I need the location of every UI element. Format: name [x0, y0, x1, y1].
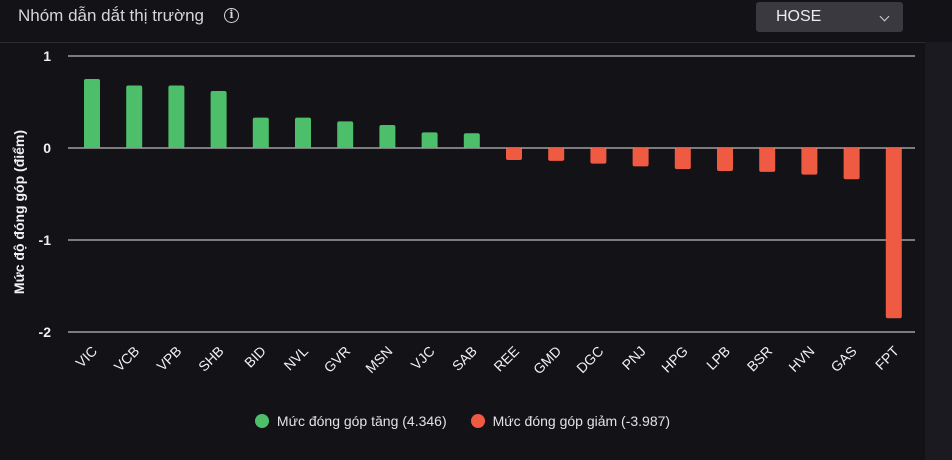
chart-legend: Mức đóng góp tăng (4.346) Mức đóng góp g…: [0, 413, 925, 429]
chevron-down-icon: [879, 11, 890, 22]
x-tick-label: MSN: [362, 343, 395, 376]
bar-vpb[interactable]: [168, 85, 185, 148]
bar-nvl[interactable]: [295, 117, 311, 148]
bar-vcb[interactable]: [126, 85, 143, 148]
x-axis-ticks: VIC VCB VPB SHB BID NVL GVR MSN VJC SAB REE GMD DGC P…: [72, 342, 902, 377]
x-tick-label: VIC: [72, 343, 100, 371]
legend-dot-positive: [254, 414, 269, 428]
bar-dgc[interactable]: [590, 148, 607, 164]
x-tick-label: BSR: [744, 343, 776, 375]
bar-shb[interactable]: [210, 90, 227, 148]
bar-fpt[interactable]: [885, 148, 902, 319]
x-tick-label: GAS: [827, 343, 859, 375]
bar-hvn[interactable]: [801, 148, 818, 175]
x-tick-label: FPT: [872, 342, 902, 372]
grid-lines: [68, 55, 915, 333]
x-tick-label: GMD: [530, 343, 564, 377]
x-tick-label: NVL: [281, 343, 312, 374]
bar-gas[interactable]: [843, 148, 860, 180]
chart-title: Nhóm dẫn dắt thị trường: [18, 6, 205, 25]
x-tick-label: VPB: [153, 343, 184, 374]
legend-dot-negative: [470, 414, 485, 428]
bar-sab[interactable]: [463, 133, 480, 148]
x-tick-label: LPB: [703, 343, 733, 373]
bar-gvr[interactable]: [337, 121, 354, 148]
x-tick-label: VJC: [408, 343, 438, 373]
x-tick-label: GVR: [321, 343, 354, 376]
bar-gmd[interactable]: [548, 148, 565, 161]
bar-hpg[interactable]: [674, 148, 691, 170]
chart-header: Nhóm dẫn dắt thị trường i HOSE: [0, 0, 952, 43]
bar-bid[interactable]: [252, 117, 269, 148]
bar-ree[interactable]: [506, 148, 522, 160]
x-tick-label: BID: [241, 343, 269, 371]
y-axis-ticks: 1 0 -1 -2: [39, 48, 52, 340]
x-tick-label: DGC: [573, 343, 606, 376]
exchange-select-value: HOSE: [776, 8, 822, 25]
y-tick-label: 0: [43, 140, 51, 156]
x-tick-label: SHB: [195, 343, 227, 375]
y-tick-label: -2: [39, 324, 52, 340]
scrollbar-track[interactable]: [925, 42, 952, 460]
legend-item-positive[interactable]: Mức đóng góp tăng (4.346): [254, 413, 447, 429]
bar-bsr[interactable]: [759, 148, 776, 172]
x-tick-label: HVN: [785, 343, 817, 375]
bars: [84, 79, 902, 319]
bar-chart: 1 0 -1 -2 Mức độ đóng góp (điểm) VIC VCB VPB S…: [11, 48, 915, 377]
x-tick-label: SAB: [449, 343, 480, 374]
x-tick-label: REE: [490, 343, 522, 375]
x-tick-label: HPG: [658, 343, 691, 376]
legend-label-negative: Mức đóng góp giảm (-3.987): [492, 413, 671, 429]
legend-item-negative[interactable]: Mức đóng góp giảm (-3.987): [470, 413, 671, 429]
bar-pnj[interactable]: [632, 148, 649, 167]
x-tick-label: VCB: [111, 343, 143, 375]
x-tick-label: PNJ: [619, 343, 649, 373]
bar-vic[interactable]: [84, 79, 100, 148]
y-tick-label: 1: [43, 48, 51, 64]
bar-msn[interactable]: [379, 125, 396, 148]
bar-vjc[interactable]: [421, 132, 438, 148]
legend-label-positive: Mức đóng góp tăng (4.346): [276, 413, 447, 429]
exchange-select[interactable]: HOSE: [756, 2, 903, 32]
y-axis-label: Mức độ đóng góp (điểm): [11, 130, 27, 294]
info-icon[interactable]: i: [224, 8, 239, 23]
y-tick-label: -1: [39, 232, 52, 248]
bar-lpb[interactable]: [717, 148, 733, 171]
